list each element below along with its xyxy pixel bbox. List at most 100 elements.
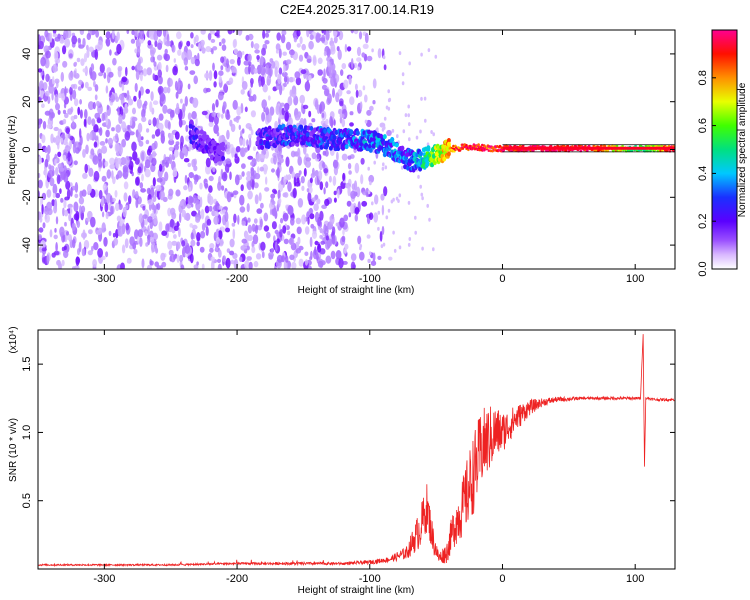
spectrogram-cell — [88, 229, 93, 235]
spectrogram-cell — [350, 58, 354, 69]
spectrogram-cell — [245, 34, 250, 41]
spectrogram-cell — [225, 113, 231, 120]
colorbar: 0.0 0.2 0.4 0.6 0.8 Normalized spectral ampl… — [697, 29, 748, 277]
spectrogram-cell — [117, 170, 123, 179]
spectrogram-cell — [208, 175, 214, 182]
spectrogram-cell — [303, 145, 307, 155]
spectrogram-cell — [328, 175, 332, 183]
spectrogram-cell — [229, 59, 235, 65]
spectrogram-cell — [361, 200, 368, 207]
spectrogram-cell — [232, 190, 239, 195]
spectrogram-cell — [72, 266, 76, 269]
spectrogram-cell — [193, 75, 198, 85]
spectrogram-cell — [199, 196, 203, 208]
spectrogram-cell — [183, 158, 190, 163]
spectrogram-cell — [388, 256, 393, 261]
spectrogram-signal-cell — [419, 151, 423, 157]
spectrogram-cell — [414, 215, 417, 220]
spectrogram-cell — [359, 251, 365, 261]
spectrogram-cell — [215, 236, 220, 245]
spectrogram-cell — [63, 30, 69, 39]
spectrogram-cell — [150, 242, 157, 253]
spectrogram-cell — [256, 208, 263, 214]
spectrogram-cell — [229, 171, 232, 180]
spectrogram-cell — [303, 118, 307, 127]
spectrogram-cell — [224, 163, 230, 173]
spectrogram-cell — [125, 204, 129, 210]
spectrogram-cell — [210, 38, 216, 43]
spectrogram-cell — [258, 192, 262, 202]
spectrogram-cell — [63, 245, 67, 251]
y-tick-label: 0 — [21, 146, 33, 152]
spectrogram-cell — [123, 192, 128, 202]
spectrogram-cell — [260, 66, 266, 76]
spectrogram-cell — [153, 61, 157, 67]
spectrogram-cell — [296, 226, 302, 235]
colorbar-tick-label: 0.8 — [697, 70, 709, 85]
spectrogram-cell — [350, 203, 355, 215]
spectrogram-signal-cell — [266, 143, 271, 149]
y-tick-label: -40 — [21, 237, 33, 253]
y-tick-label: 40 — [21, 48, 33, 60]
spectrogram-cell — [296, 30, 301, 37]
spectrogram-cell — [78, 44, 85, 49]
spectrogram-cell — [222, 101, 227, 110]
spectrogram-cell — [176, 241, 181, 250]
spectrogram-cell — [126, 90, 130, 101]
spectrogram-cell — [216, 132, 220, 137]
spectrogram-cell — [77, 37, 81, 44]
spectrogram-cell — [384, 165, 388, 170]
spectrogram-cell — [260, 55, 264, 66]
spectrogram-cell — [210, 256, 215, 262]
spectrogram-cell — [76, 220, 81, 228]
spectrogram-signal-cell — [519, 144, 522, 148]
spectrogram-cell — [161, 230, 168, 236]
spectrogram-cell — [336, 46, 340, 52]
spectrogram-cell — [59, 188, 62, 195]
spectrogram-cell — [48, 83, 54, 94]
spectrogram-cell — [322, 150, 326, 156]
spectrogram-cell — [218, 70, 224, 76]
snr-y-ticks: 0.5 1.0 1.5 — [21, 356, 675, 508]
spectrogram-cell — [160, 130, 165, 138]
spectrogram-cell — [86, 132, 90, 142]
spectrogram-cell — [125, 66, 128, 77]
spectrogram-signal-cell — [425, 161, 430, 167]
spectrogram-cell — [280, 102, 285, 107]
spectrogram-cell — [67, 203, 73, 209]
spectrogram-cell — [171, 240, 178, 246]
spectrogram-cell — [423, 96, 427, 101]
spectrogram-cell — [180, 98, 183, 104]
spectrogram-cell — [245, 232, 249, 241]
spectrogram-cell — [283, 63, 286, 74]
spectrogram-signal-cell — [355, 130, 360, 136]
spectrogram-signal-cell — [452, 144, 455, 148]
x-tick-label: 100 — [626, 273, 644, 285]
spectrogram-cell — [275, 104, 280, 116]
spectrogram-cell — [81, 248, 86, 257]
spectrogram-cell — [105, 138, 108, 144]
spectrogram-cell — [337, 188, 340, 199]
spectrogram-cell — [250, 41, 254, 49]
spectrogram-cell — [226, 248, 231, 254]
spectrogram-cell — [157, 85, 164, 95]
spectrogram-cell — [38, 118, 43, 126]
spectrogram-cell — [365, 187, 370, 198]
spectrogram-cell — [379, 230, 383, 242]
spectrogram-cell — [231, 66, 237, 74]
spectrogram-cell — [377, 226, 380, 231]
spectrogram-cell — [200, 208, 205, 220]
colorbar-scale — [711, 29, 738, 270]
spectrogram-cell — [190, 232, 194, 240]
spectrogram-cell — [362, 43, 369, 49]
spectrogram-cell — [309, 213, 315, 220]
spectrogram-cell — [319, 101, 326, 112]
spectrogram-cell — [293, 95, 299, 106]
spectrogram-cell — [83, 118, 87, 128]
spectrogram-cell — [69, 206, 73, 215]
spectrogram-cell — [341, 153, 348, 161]
spectrogram-cell — [235, 115, 241, 120]
spectrogram-cell — [212, 62, 215, 71]
spectrogram-cell — [124, 155, 130, 167]
spectrogram-cell — [350, 30, 355, 34]
